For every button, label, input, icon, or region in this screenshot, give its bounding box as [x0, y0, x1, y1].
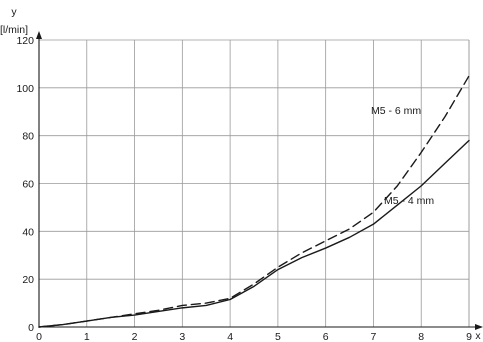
- series-line-m5-6mm: [38, 75, 470, 328]
- x-tick-label: 9: [466, 331, 472, 342]
- x-axis-label: x: [475, 330, 481, 342]
- x-tick-label: 8: [418, 331, 424, 342]
- grid: [39, 39, 470, 327]
- x-tick-label: 3: [179, 331, 185, 342]
- y-axis-arrow: [36, 31, 42, 39]
- x-axis-arrow: [475, 324, 483, 330]
- x-tick-label: 5: [275, 331, 281, 342]
- y-tick-label: 40: [22, 226, 34, 238]
- y-tick-label: 120: [16, 35, 34, 47]
- y-tick-label: 0: [28, 322, 34, 334]
- y-axis-unit: [l/min]: [0, 24, 28, 36]
- series-lines: [38, 75, 470, 328]
- series-label-m5-6mm: M5 - 6 mm: [371, 105, 421, 117]
- y-tick-label: 80: [22, 131, 34, 143]
- series-line-m5-4mm: [38, 139, 470, 328]
- x-tick-label: 2: [132, 331, 138, 342]
- tick-labels: 0 20 40 60 80 100 120 0 1 2 3 4 5 6 7 8 9: [16, 35, 472, 342]
- axes: [36, 31, 483, 330]
- x-tick-label: 7: [371, 331, 377, 342]
- y-tick-label: 60: [22, 179, 34, 191]
- x-tick-label: 0: [36, 331, 42, 342]
- x-tick-label: 6: [323, 331, 329, 342]
- y-tick-label: 100: [16, 83, 34, 95]
- y-axis-label: y: [11, 6, 17, 18]
- series-label-m5-4mm: M5 - 4 mm: [384, 195, 434, 207]
- x-tick-label: 4: [227, 331, 233, 342]
- x-tick-label: 1: [84, 331, 90, 342]
- y-tick-label: 20: [22, 274, 34, 286]
